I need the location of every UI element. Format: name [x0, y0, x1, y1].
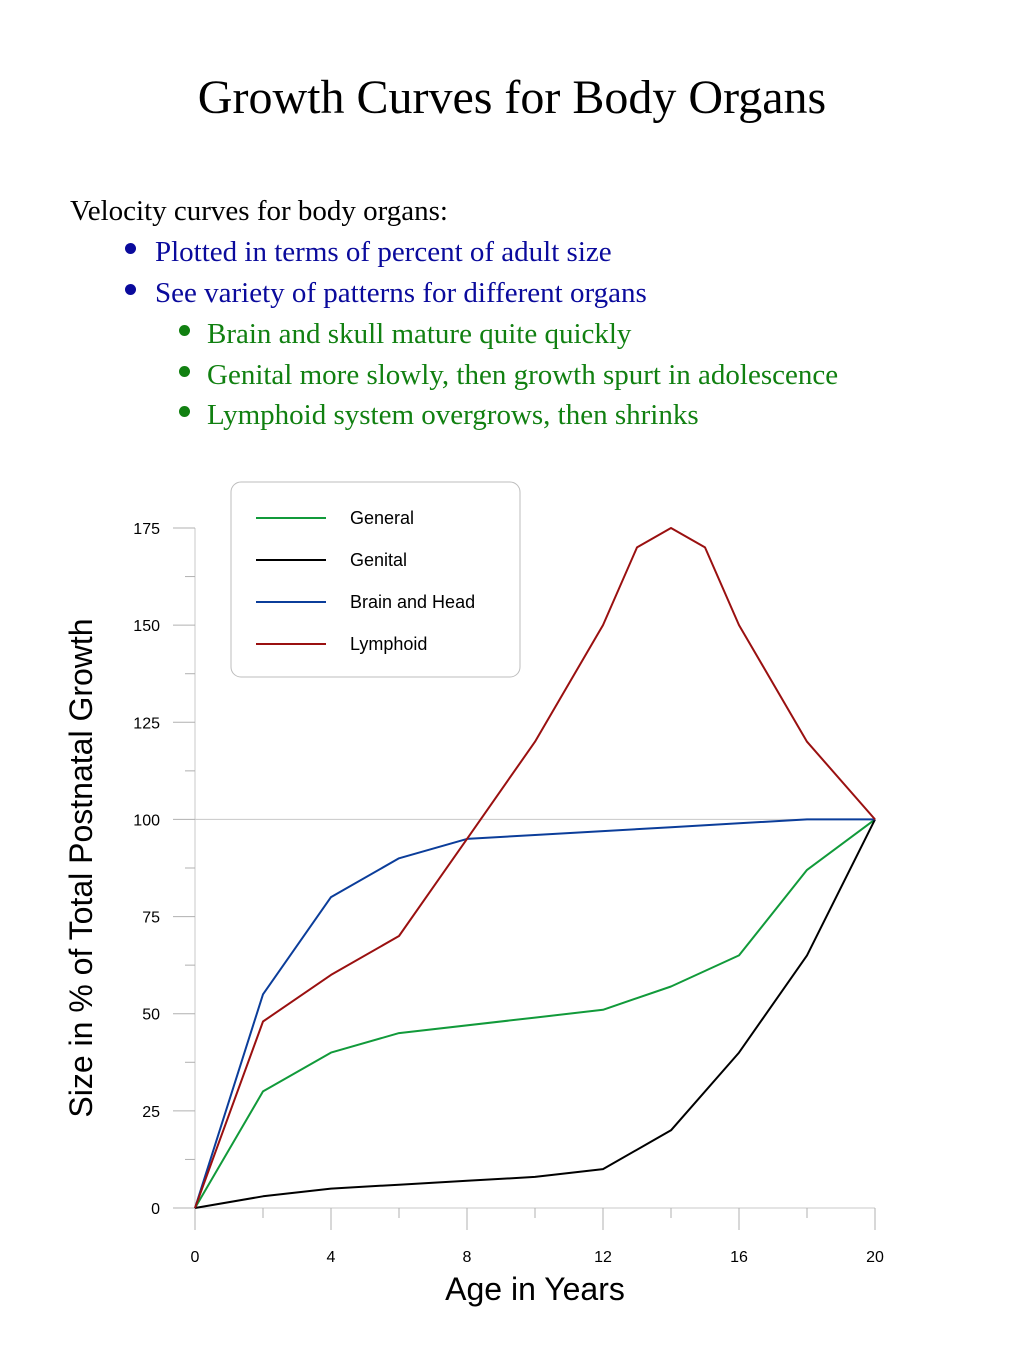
legend-label: Genital — [350, 550, 407, 570]
bullet-dot — [179, 406, 190, 417]
growth-chart: 0 25 50 75 100 125 150 175 0 4 8 12 16 20 General Geni… — [63, 481, 884, 1307]
y-tick-label: 100 — [133, 812, 160, 829]
x-tick-label: 4 — [327, 1249, 336, 1266]
y-tick-label: 125 — [133, 715, 160, 732]
legend-label: General — [350, 508, 414, 528]
legend-label: Lymphoid — [350, 634, 427, 654]
y-tick-label: 25 — [142, 1104, 160, 1121]
intro-text: Velocity curves for body organs: — [70, 195, 448, 227]
bullet-dot — [179, 366, 190, 377]
y-tick-label: 75 — [142, 910, 160, 927]
slide-title: Growth Curves for Body Organs — [197, 71, 827, 124]
legend-label: Brain and Head — [350, 592, 475, 612]
x-axis-label: Age in Years — [445, 1271, 625, 1307]
bullet-item: Brain and skull mature quite quickly — [179, 318, 632, 351]
x-tick-label: 20 — [866, 1249, 884, 1266]
bullet-item: Lymphoid system overgrows, then shrinks — [179, 399, 699, 432]
x-tick-label: 16 — [730, 1249, 748, 1266]
bullet-dot — [125, 243, 136, 254]
bullet-text: Brain and skull mature quite quickly — [207, 318, 632, 350]
series-line-brain-and-head — [194, 818, 875, 1209]
bullet-dot — [179, 325, 190, 336]
bullet-text: Plotted in terms of percent of adult siz… — [155, 236, 612, 268]
bullet-text: See variety of patterns for different or… — [155, 277, 647, 309]
series-line-general — [194, 818, 876, 1209]
y-axis-label: Size in % of Total Postnatal Growth — [63, 618, 99, 1117]
bullet-dot — [125, 284, 136, 295]
bullet-text: Genital more slowly, then growth spurt i… — [207, 359, 839, 391]
y-tick-label: 175 — [133, 521, 160, 538]
bullet-item: Genital more slowly, then growth spurt i… — [179, 359, 839, 392]
y-tick-label: 0 — [151, 1201, 160, 1218]
x-tick-label: 0 — [191, 1249, 200, 1266]
bullet-text: Lymphoid system overgrows, then shrinks — [207, 399, 699, 431]
y-tick-label: 150 — [133, 618, 160, 635]
series-line-lymphoid — [194, 527, 876, 1209]
x-tick-label: 8 — [463, 1249, 472, 1266]
bullet-item: Plotted in terms of percent of adult siz… — [125, 236, 612, 269]
series-line-genital — [194, 818, 876, 1209]
y-tick-label: 50 — [142, 1007, 160, 1024]
legend-box — [230, 481, 521, 678]
x-tick-label: 12 — [594, 1249, 612, 1266]
bullet-item: See variety of patterns for different or… — [125, 277, 647, 310]
